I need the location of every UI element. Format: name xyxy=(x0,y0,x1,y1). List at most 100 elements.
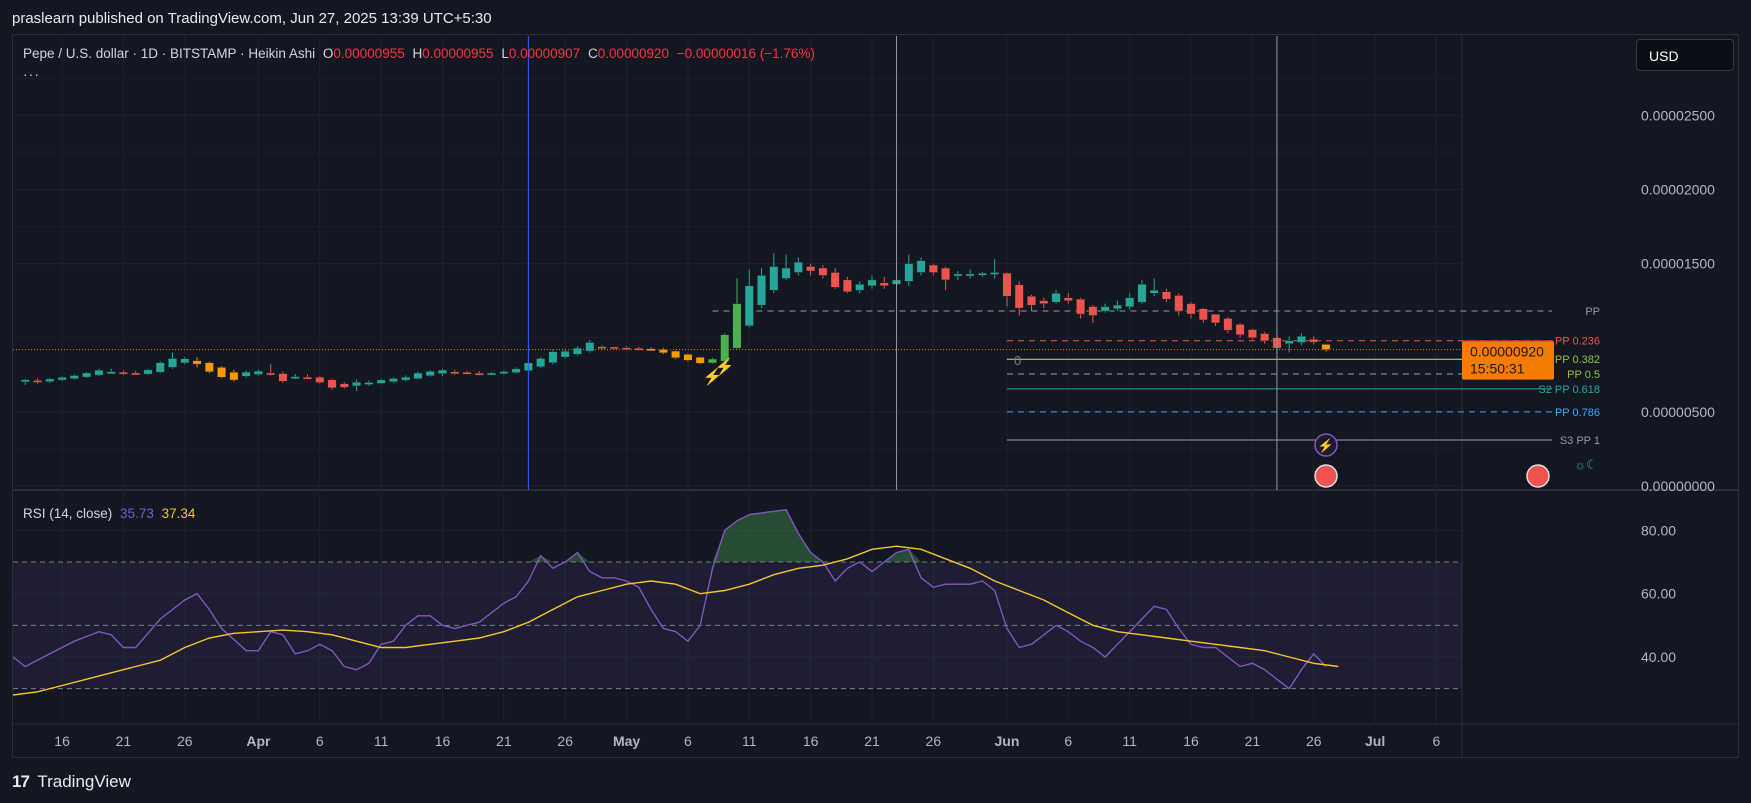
candle-body xyxy=(634,348,644,351)
rsi-legend[interactable]: RSI (14, close) 35.73 37.34 xyxy=(23,506,195,521)
candle-body xyxy=(1162,291,1171,300)
more-options-icon[interactable]: ··· xyxy=(23,66,40,82)
x-tick-label: 16 xyxy=(435,733,451,749)
candle-body xyxy=(536,358,546,367)
pivot-level-label: PP 0.5 xyxy=(1567,369,1600,381)
candle-body xyxy=(1211,314,1220,324)
candle-body xyxy=(867,279,877,287)
candle-body xyxy=(781,267,791,279)
candle-body xyxy=(1149,290,1159,294)
us-flag-icon xyxy=(1314,464,1338,488)
candle-body xyxy=(953,273,963,277)
y-tick-label: 0.00001500 xyxy=(1641,256,1715,272)
candle-body xyxy=(732,303,742,349)
candle-body xyxy=(708,358,717,364)
candle-body xyxy=(1284,340,1294,344)
candle-body xyxy=(855,284,865,291)
candle-body xyxy=(622,347,631,350)
x-tick-label: 21 xyxy=(1245,733,1261,749)
candle-body xyxy=(401,376,411,381)
event-icon xyxy=(1314,433,1338,457)
candle-body xyxy=(560,351,570,358)
candle-body xyxy=(928,264,938,273)
candle-body xyxy=(1100,306,1110,312)
countdown-label: 15:50:31 xyxy=(1470,361,1525,377)
candle-body xyxy=(1198,308,1208,321)
candle-body xyxy=(1088,306,1098,316)
candle-body xyxy=(744,285,754,327)
candle-body xyxy=(646,348,656,352)
x-tick-label: Jul xyxy=(1365,733,1385,749)
pivot-level-label: S3 PP 1 xyxy=(1560,435,1600,447)
candle-body xyxy=(658,349,668,354)
candle-body xyxy=(1014,284,1024,309)
candle-body xyxy=(1039,300,1049,304)
x-tick-label: Jun xyxy=(995,733,1020,749)
lightning-icon: ⚡ xyxy=(702,367,722,386)
candle-body xyxy=(315,376,325,383)
candle-body xyxy=(1125,297,1135,308)
candle-body xyxy=(303,376,312,380)
x-tick-label: 6 xyxy=(1064,733,1072,749)
candle-body xyxy=(683,354,693,361)
rsi-line xyxy=(12,509,1327,690)
candle-body xyxy=(364,382,374,385)
candle-body xyxy=(916,260,926,273)
candle-body xyxy=(425,371,435,377)
zero-marker-label: 0 xyxy=(1014,353,1021,368)
candle-body xyxy=(1260,333,1270,341)
candle-body xyxy=(671,350,681,358)
candle-body xyxy=(20,379,30,383)
brand-name: TradingView xyxy=(37,772,131,791)
low-label: L xyxy=(501,46,509,61)
candle-body xyxy=(965,273,975,277)
x-tick-label: 6 xyxy=(316,733,324,749)
symbol-title: Pepe / U.S. dollar · 1D · BITSTAMP · Hei… xyxy=(23,46,316,61)
candle-body xyxy=(1002,272,1012,297)
x-tick-label: 21 xyxy=(864,733,880,749)
currency-button[interactable]: USD xyxy=(1636,39,1734,71)
us-flag-icon xyxy=(1526,464,1550,488)
tradingview-logo-icon: 17 xyxy=(12,772,30,791)
candle-body xyxy=(192,360,202,365)
x-tick-label: 26 xyxy=(926,733,942,749)
candle-body xyxy=(573,347,582,355)
x-tick-label: 26 xyxy=(557,733,573,749)
candle-body xyxy=(462,372,472,375)
candle-body xyxy=(487,372,496,376)
candle-body xyxy=(818,267,828,276)
y-tick-label: 60.00 xyxy=(1641,586,1676,602)
candle-body xyxy=(241,371,251,377)
candle-body xyxy=(609,346,619,350)
candle-body xyxy=(1076,298,1085,315)
high-label: H xyxy=(412,46,423,61)
pivot-level-label: S2 PP 0.618 xyxy=(1538,384,1600,396)
pivot-level-label: PP 0.236 xyxy=(1555,336,1600,348)
sun-moon-icon: ☼☾ xyxy=(1574,457,1598,472)
change-value: −0.00000016 (−1.76%) xyxy=(676,46,815,61)
candle-body xyxy=(978,273,987,276)
y-tick-label: 40.00 xyxy=(1641,649,1676,665)
candle-body xyxy=(327,379,337,389)
candle-body xyxy=(1186,303,1196,315)
rsi-ma-value: 37.34 xyxy=(161,506,196,521)
x-tick-label: 11 xyxy=(1122,733,1137,749)
candle-body xyxy=(1309,339,1319,343)
candle-body xyxy=(254,370,263,375)
x-tick-label: 21 xyxy=(116,733,132,749)
candle-body xyxy=(82,372,92,378)
x-tick-label: 11 xyxy=(742,733,757,749)
tradingview-brand[interactable]: 17 TradingView xyxy=(12,772,131,792)
candle-body xyxy=(1247,329,1257,338)
candle-body xyxy=(229,372,239,381)
symbol-legend[interactable]: Pepe / U.S. dollar · 1D · BITSTAMP · Hei… xyxy=(23,46,815,61)
low-value: 0.00000907 xyxy=(508,46,581,61)
candle-body xyxy=(143,369,153,375)
candle-body xyxy=(180,358,190,364)
candle-body xyxy=(585,342,595,352)
candle-body xyxy=(843,279,852,292)
candle-body xyxy=(879,282,889,287)
candle-body xyxy=(33,380,42,383)
candle-body xyxy=(1174,295,1184,312)
